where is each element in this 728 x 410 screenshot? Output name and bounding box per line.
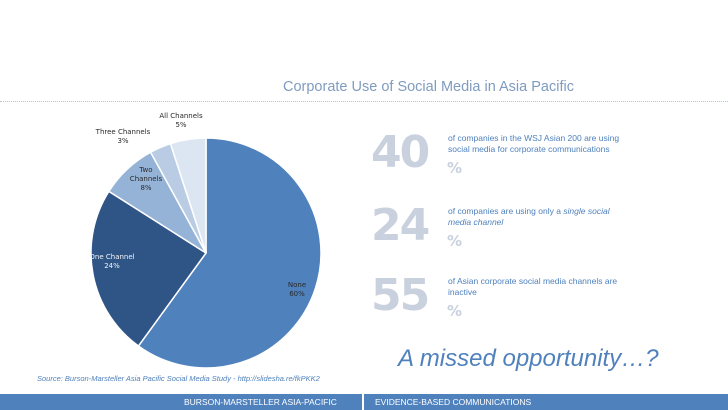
stat-percent: % xyxy=(447,302,463,320)
slide-title: Corporate Use of Social Media in Asia Pa… xyxy=(283,79,574,95)
pie-label-all-channels: All Channels 5% xyxy=(159,112,203,129)
pie-slice-all-channels xyxy=(169,137,207,254)
pie-label-none: None 60% xyxy=(287,281,307,298)
stat-description: of companies in the WSJ Asian 200 are us… xyxy=(448,133,620,154)
stat-number: 55 xyxy=(371,270,430,321)
pie-label-three-channels: Three Channels 3% xyxy=(95,128,151,145)
pie-label-one-channel: One Channel 24% xyxy=(89,253,135,270)
source-citation: Source: Burson-Marsteller Asia Pacific S… xyxy=(37,374,320,383)
stat-percent: % xyxy=(447,159,463,177)
stat-percent: % xyxy=(447,232,463,250)
stat-number: 24 xyxy=(371,200,430,251)
footer-right-text: EVIDENCE-BASED COMMUNICATIONS xyxy=(375,397,532,407)
pie-slice-one-channel xyxy=(90,190,208,348)
footer-left-text: BURSON-MARSTELLER ASIA-PACIFIC xyxy=(184,397,337,407)
tagline: A missed opportunity…? xyxy=(398,345,659,372)
stat-number: 40 xyxy=(371,127,430,178)
stat-description: of companies are using only a single soc… xyxy=(448,206,610,227)
header-divider-dotted xyxy=(0,101,728,102)
stat-24: 24 % of companies are using only a singl… xyxy=(371,204,631,264)
pie-slice-none xyxy=(137,137,322,369)
footer-divider xyxy=(362,394,364,410)
footer-bar: BURSON-MARSTELLER ASIA-PACIFIC EVIDENCE-… xyxy=(0,394,728,410)
stat-55: 55 % of Asian corporate social media cha… xyxy=(371,274,631,334)
pie-label-two-channels: Two Channels 8% xyxy=(129,166,163,192)
stat-description: of Asian corporate social media channels… xyxy=(448,276,618,297)
stat-40: 40 % of companies in the WSJ Asian 200 a… xyxy=(371,131,631,191)
